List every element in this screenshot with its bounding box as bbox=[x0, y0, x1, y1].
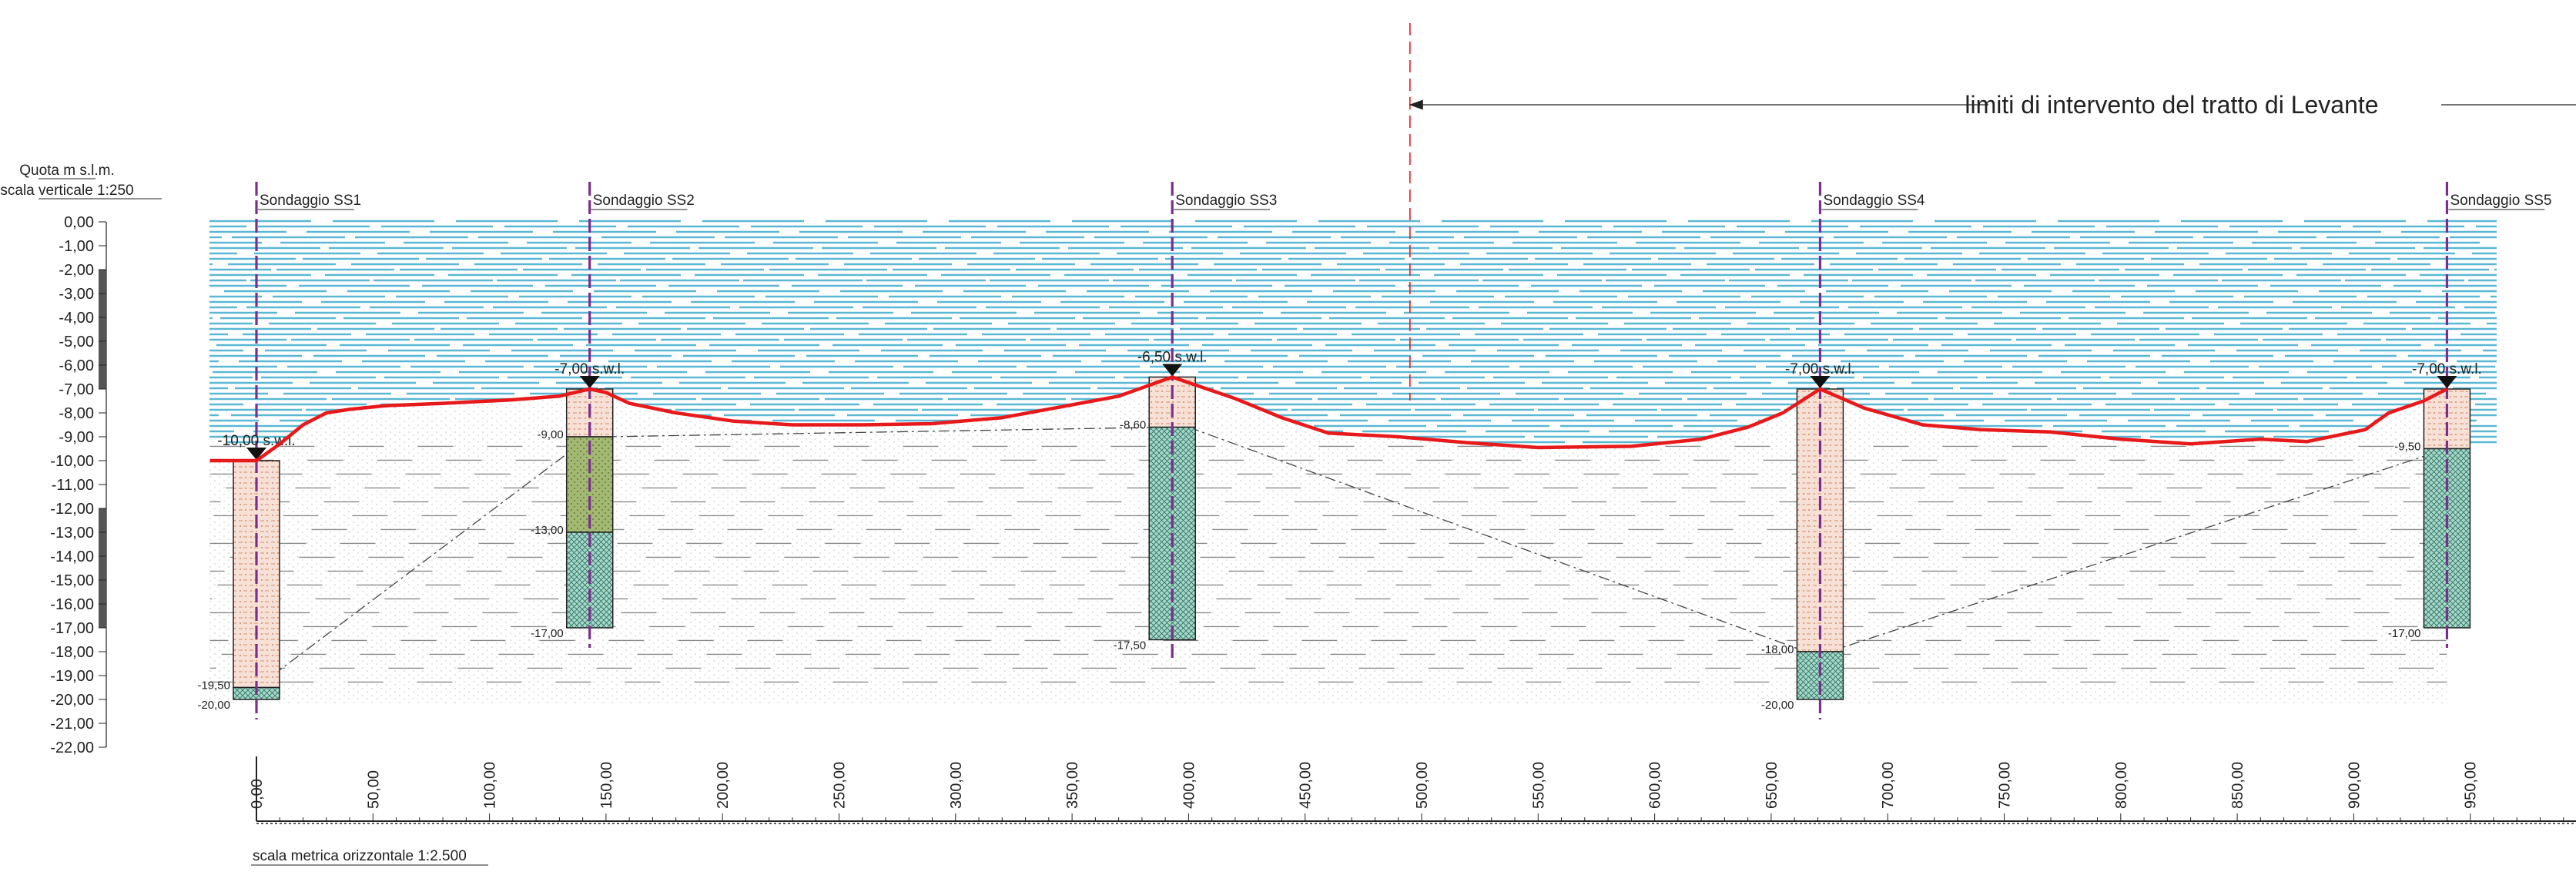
vertical-scale-tick-label: -18,00 bbox=[50, 644, 94, 661]
water-layer bbox=[209, 220, 2497, 444]
correlation-line bbox=[1188, 426, 1807, 652]
horizontal-scale-tick-label: 0,00 bbox=[249, 779, 266, 809]
vertical-scale-tick-label: -12,00 bbox=[50, 501, 94, 518]
vertical-scale-tick-label: -5,00 bbox=[59, 334, 94, 350]
vertical-scale-tick-label: -1,00 bbox=[59, 238, 94, 255]
intervention-limit: limiti di intervento del tratto di Levan… bbox=[1409, 23, 2576, 401]
correlation-lines bbox=[256, 426, 2447, 689]
horizontal-scale-tick-label: 100,00 bbox=[482, 762, 499, 809]
borehole-4: Sondaggio SS4 -7,00 s.w.l. -18,00 -20,00 bbox=[1761, 182, 1925, 719]
swl-triangle-icon bbox=[1810, 376, 1831, 388]
correlation-line bbox=[256, 436, 591, 689]
horizontal-scale-tick-label: 250,00 bbox=[832, 762, 849, 809]
depth-label: -9,50 bbox=[2394, 441, 2420, 454]
borehole-5: Sondaggio SS5 -7,00 s.w.l. -9,50 -17,00 bbox=[2388, 182, 2552, 648]
horizontal-scale-caption: scala metrica orizzontale 1:2.500 bbox=[253, 848, 467, 864]
vertical-scale-tick-label: -19,00 bbox=[50, 668, 94, 685]
vertical-scale-tick-label: -8,00 bbox=[59, 405, 94, 422]
swl-label: -6,50 s.w.l. bbox=[1137, 350, 1208, 366]
depth-label: -8,60 bbox=[1120, 419, 1146, 432]
vertical-scale-tick-label: -10,00 bbox=[50, 453, 94, 470]
horizontal-scale-tick-label: 550,00 bbox=[1530, 762, 1547, 809]
depth-label: -17,00 bbox=[531, 627, 564, 640]
depth-label: -9,00 bbox=[538, 428, 564, 441]
vertical-scale-band bbox=[99, 270, 106, 389]
borehole-title: Sondaggio SS2 bbox=[593, 193, 695, 209]
swl-label: -7,00 s.w.l. bbox=[2412, 361, 2482, 377]
horizontal-scale-tick-label: 400,00 bbox=[1181, 762, 1198, 809]
intervention-limit-label: limiti di intervento del tratto di Levan… bbox=[1965, 91, 2378, 119]
swl-triangle-icon bbox=[246, 448, 266, 460]
borehole-title: Sondaggio SS5 bbox=[2450, 193, 2551, 209]
depth-label: -20,00 bbox=[197, 699, 230, 712]
vertical-scale-tick-label: -22,00 bbox=[50, 740, 94, 756]
horizontal-scale-tick-label: 600,00 bbox=[1647, 762, 1664, 809]
horizontal-scale-tick-label: 200,00 bbox=[715, 762, 732, 809]
horizontal-scale-tick-label: 800,00 bbox=[2113, 762, 2130, 809]
vertical-scale-title: Quota m s.l.m. bbox=[19, 163, 115, 179]
borehole-3: Sondaggio SS3 -6,50 s.w.l. -8,60 -17,50 bbox=[1114, 182, 1277, 660]
vertical-scale-tick-label: -17,00 bbox=[50, 620, 94, 637]
horizontal-scale-tick-label: 450,00 bbox=[1298, 762, 1315, 809]
correlation-line bbox=[1829, 448, 2447, 652]
horizontal-scale: 0,00 50,00 100,00 150,00 200,00 250,00 300,00 3… bbox=[249, 756, 2576, 824]
horizontal-scale-tick-label: 300,00 bbox=[948, 762, 965, 809]
borehole-title: Sondaggio SS1 bbox=[260, 193, 361, 209]
depth-label: -20,00 bbox=[1761, 699, 1794, 712]
vertical-scale: 0,00 -1,00 -2,00 -3,00 -4,00 -5,00 -6,00 -7,00 -… bbox=[50, 214, 107, 756]
horizontal-scale-tick-label: 50,00 bbox=[365, 770, 382, 809]
vertical-scale-tick-label: -21,00 bbox=[50, 716, 94, 733]
swl-label: -7,00 s.w.l. bbox=[554, 361, 625, 377]
horizontal-scale-tick-label: 150,00 bbox=[598, 762, 615, 809]
vertical-scale-tick-label: -20,00 bbox=[50, 692, 94, 709]
horizontal-scale-tick-label: 950,00 bbox=[2463, 762, 2480, 809]
vertical-scale-tick-label: 0,00 bbox=[64, 214, 94, 231]
horizontal-scale-tick-label: 900,00 bbox=[2346, 762, 2363, 809]
vertical-scale-tick-label: -3,00 bbox=[59, 286, 94, 303]
horizontal-scale-tick-label: 650,00 bbox=[1764, 762, 1780, 809]
vertical-scale-tick-label: -11,00 bbox=[52, 477, 94, 494]
boreholes: Sondaggio SS1-10,00 s.w.l.-19,50-20,00So… bbox=[197, 182, 2552, 719]
horizontal-scale-tick-label: 700,00 bbox=[1880, 762, 1897, 809]
vertical-scale-tick-label: -2,00 bbox=[59, 262, 94, 279]
sediment-layer bbox=[209, 377, 2447, 705]
correlation-line bbox=[605, 426, 1166, 438]
depth-label: -17,00 bbox=[2388, 627, 2421, 640]
vertical-scale-tick-label: -16,00 bbox=[50, 596, 94, 613]
vertical-scale-tick-label: -15,00 bbox=[50, 572, 94, 589]
horizontal-scale-tick-label: 850,00 bbox=[2229, 762, 2246, 809]
depth-label: -19,50 bbox=[197, 679, 230, 693]
swl-triangle-icon bbox=[2437, 376, 2457, 388]
vertical-scale-tick-label: -4,00 bbox=[59, 310, 94, 327]
vertical-scale-tick-label: -9,00 bbox=[59, 429, 94, 446]
vertical-scale-tick-label: -14,00 bbox=[50, 548, 94, 565]
vertical-scale-tick-label: -6,00 bbox=[59, 357, 94, 374]
borehole-title: Sondaggio SS4 bbox=[1823, 193, 1924, 209]
borehole-1: Sondaggio SS1-10,00 s.w.l.-19,50-20,00 bbox=[197, 182, 361, 719]
vertical-scale-tick-label: -7,00 bbox=[59, 381, 94, 398]
borehole-title: Sondaggio SS3 bbox=[1175, 193, 1277, 209]
swl-label: -7,00 s.w.l. bbox=[1785, 361, 1855, 377]
horizontal-scale-tick-label: 750,00 bbox=[1997, 762, 2014, 809]
vertical-scale-tick-label: -13,00 bbox=[50, 525, 94, 542]
depth-label: -18,00 bbox=[1761, 643, 1794, 656]
borehole-2: Sondaggio SS2 -7,00 s.w.l. -9,00 -13,00 -17,… bbox=[531, 182, 695, 648]
horizontal-scale-tick-label: 350,00 bbox=[1064, 762, 1081, 809]
depth-label: -13,00 bbox=[531, 524, 564, 537]
seabed-profile bbox=[209, 375, 2448, 463]
sediment-dots bbox=[209, 377, 2447, 705]
vertical-scale-band bbox=[99, 508, 106, 628]
swl-triangle-icon bbox=[579, 376, 600, 388]
swl-triangle-icon bbox=[1162, 364, 1183, 377]
vertical-scale-subtitle: scala verticale 1:250 bbox=[0, 183, 133, 199]
horizontal-scale-tick-label: 500,00 bbox=[1414, 762, 1431, 809]
depth-label: -17,50 bbox=[1114, 639, 1147, 652]
